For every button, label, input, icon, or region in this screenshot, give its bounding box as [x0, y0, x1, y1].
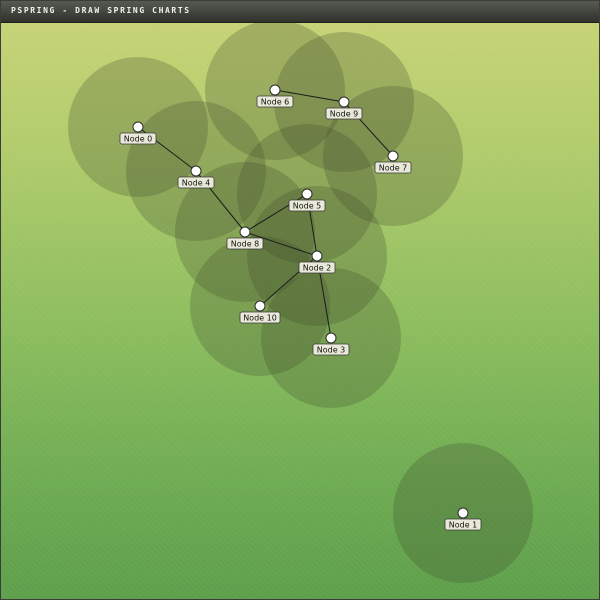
- node-label: Node 5: [293, 202, 322, 211]
- node-dot[interactable]: [301, 188, 313, 200]
- graph-node-n6[interactable]: Node 6: [256, 84, 294, 108]
- graph-node-n8[interactable]: Node 8: [226, 226, 264, 250]
- graph-node-n9[interactable]: Node 9: [325, 96, 363, 120]
- edge-n8-n2: [244, 231, 318, 257]
- node-label-box: [325, 107, 363, 120]
- graph-node-n2[interactable]: Node 2: [298, 250, 336, 274]
- node-label-box: [312, 343, 350, 356]
- node-dot[interactable]: [254, 300, 266, 312]
- graph-node-n1[interactable]: Node 1: [444, 507, 482, 531]
- node-dot[interactable]: [311, 250, 323, 262]
- graph-node-n10[interactable]: Node 10: [239, 300, 281, 324]
- node-label: Node 6: [261, 98, 290, 107]
- graph-node-n4[interactable]: Node 4: [177, 165, 215, 189]
- node-halos: [68, 20, 533, 583]
- node-dot[interactable]: [239, 226, 251, 238]
- node-label-box: [288, 199, 326, 212]
- node-label-box: [256, 95, 294, 108]
- node-label: Node 1: [449, 521, 478, 530]
- node-label: Node 7: [379, 164, 408, 173]
- node-dot[interactable]: [325, 332, 337, 344]
- graph-nodes: Node 0 Node 1 Node 2 Node 3 Node 4 Node 5 Node…: [119, 84, 482, 531]
- graph-node-n7[interactable]: Node 7: [374, 150, 412, 174]
- node-label: Node 9: [330, 110, 359, 119]
- node-label-box: [374, 161, 412, 174]
- node-dot[interactable]: [190, 165, 202, 177]
- node-label: Node 8: [231, 240, 260, 249]
- graph-node-n3[interactable]: Node 3: [312, 332, 350, 356]
- node-label: Node 3: [317, 346, 346, 355]
- node-dot[interactable]: [269, 84, 281, 96]
- node-label-box: [444, 518, 482, 531]
- app-title: PSPRING - DRAW SPRING CHARTS: [11, 6, 191, 15]
- node-label-box: [239, 311, 281, 324]
- title-bar: PSPRING - DRAW SPRING CHARTS: [1, 1, 599, 23]
- node-dot[interactable]: [338, 96, 350, 108]
- node-label-box: [177, 176, 215, 189]
- node-dot[interactable]: [132, 121, 144, 133]
- node-label: Node 4: [182, 179, 211, 188]
- edge-n6-n9: [274, 89, 345, 103]
- node-label: Node 0: [124, 135, 153, 144]
- node-dot[interactable]: [387, 150, 399, 162]
- node-label-box: [298, 261, 336, 274]
- node-label: Node 2: [303, 264, 332, 273]
- node-dot[interactable]: [457, 507, 469, 519]
- node-label: Node 10: [243, 314, 277, 323]
- graph-node-n0[interactable]: Node 0: [119, 121, 157, 145]
- graph-node-n5[interactable]: Node 5: [288, 188, 326, 212]
- node-label-box: [226, 237, 264, 250]
- node-label-box: [119, 132, 157, 145]
